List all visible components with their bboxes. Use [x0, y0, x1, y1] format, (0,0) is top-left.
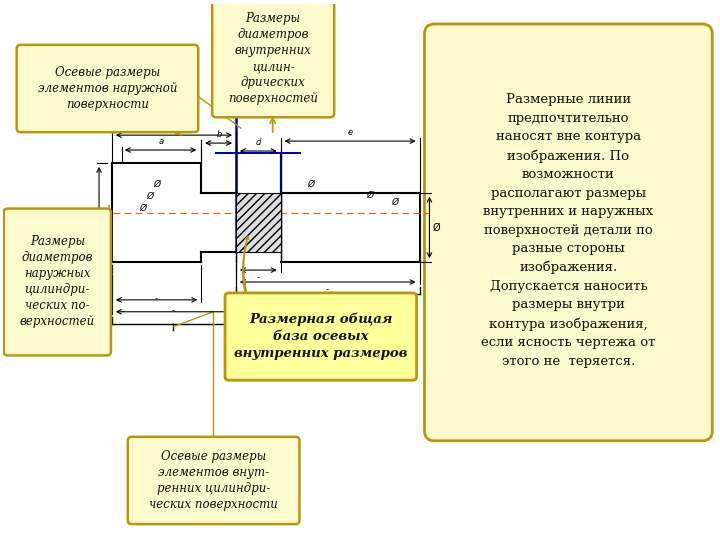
- Text: c: c: [172, 122, 176, 131]
- Text: -: -: [172, 306, 175, 315]
- Text: Ø: Ø: [433, 222, 440, 232]
- Text: Размеры
диаметров
внутренних
цилин-
дрических
поверхностей: Размеры диаметров внутренних цилин- дрич…: [228, 12, 318, 105]
- Text: Осевые размеры
элементов наружной
поверхности: Осевые размеры элементов наружной поверх…: [37, 66, 177, 111]
- FancyBboxPatch shape: [4, 208, 111, 355]
- Text: Размерные линии
предпочтительно
наносят вне контура
изображения. По
возможности
: Размерные линии предпочтительно наносят …: [481, 93, 656, 368]
- Text: Ø: Ø: [139, 204, 146, 213]
- Text: e: e: [348, 128, 353, 137]
- Text: Размеры
диаметров
наружных
цилиндри-
ческих по-
верхностей: Размеры диаметров наружных цилиндри- чес…: [19, 235, 95, 328]
- Text: Ø: Ø: [307, 180, 314, 189]
- Text: b: b: [217, 130, 222, 139]
- Text: Ø: Ø: [153, 180, 160, 189]
- Text: d: d: [256, 138, 261, 147]
- Text: Размерная общая
база осевых
внутренних размеров: Размерная общая база осевых внутренних р…: [234, 313, 408, 360]
- FancyBboxPatch shape: [212, 0, 334, 117]
- Text: Ø: Ø: [366, 191, 374, 200]
- Text: -: -: [325, 286, 329, 294]
- Text: Ø: Ø: [146, 192, 153, 201]
- Text: Осевые размеры
элементов внут-
ренних цилиндри-
ческих поверхности: Осевые размеры элементов внут- ренних ци…: [149, 450, 278, 511]
- FancyBboxPatch shape: [17, 45, 198, 132]
- Text: Ø: Ø: [86, 207, 94, 218]
- Text: -: -: [155, 294, 158, 303]
- Text: -: -: [256, 274, 259, 282]
- Text: a: a: [159, 137, 164, 146]
- Polygon shape: [236, 193, 281, 252]
- FancyBboxPatch shape: [225, 293, 417, 380]
- Text: Ø: Ø: [391, 198, 398, 207]
- FancyBboxPatch shape: [425, 24, 712, 441]
- FancyBboxPatch shape: [127, 437, 300, 524]
